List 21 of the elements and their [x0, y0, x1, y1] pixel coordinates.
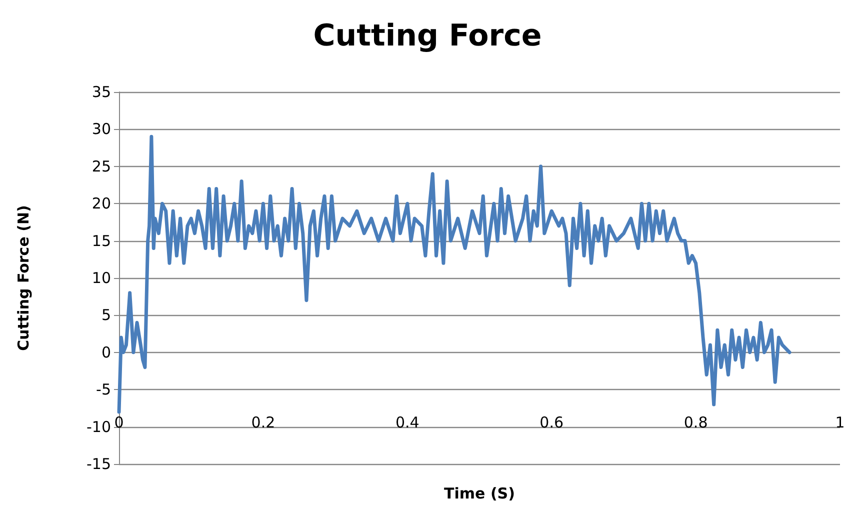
chart-title: Cutting Force — [313, 18, 542, 54]
y-tick-label: 25 — [92, 157, 111, 176]
y-tick-label: 5 — [101, 306, 111, 324]
x-tick-label: 1 — [835, 414, 845, 432]
x-tick-label: 0.8 — [684, 414, 708, 432]
y-tick-label: 15 — [92, 232, 111, 250]
x-axis-title: Time (S) — [444, 484, 515, 502]
x-tick-label: 0.6 — [540, 414, 564, 432]
x-tick-label: 0.4 — [395, 414, 420, 432]
y-axis-title: Cutting Force (N) — [14, 205, 32, 351]
y-tick-label: -5 — [96, 380, 111, 399]
y-tick-label: -10 — [86, 418, 111, 436]
y-tick-label: 20 — [92, 194, 111, 213]
y-tick-label: 0 — [101, 343, 111, 362]
y-tick-label: 10 — [92, 269, 111, 287]
y-tick-label: 35 — [92, 83, 111, 101]
y-tick-label: -15 — [86, 455, 111, 473]
x-tick-label: 0.2 — [251, 414, 276, 432]
x-tick-label: 0 — [114, 414, 124, 432]
y-tick-label: 30 — [92, 120, 111, 138]
line-series — [117, 134, 792, 414]
